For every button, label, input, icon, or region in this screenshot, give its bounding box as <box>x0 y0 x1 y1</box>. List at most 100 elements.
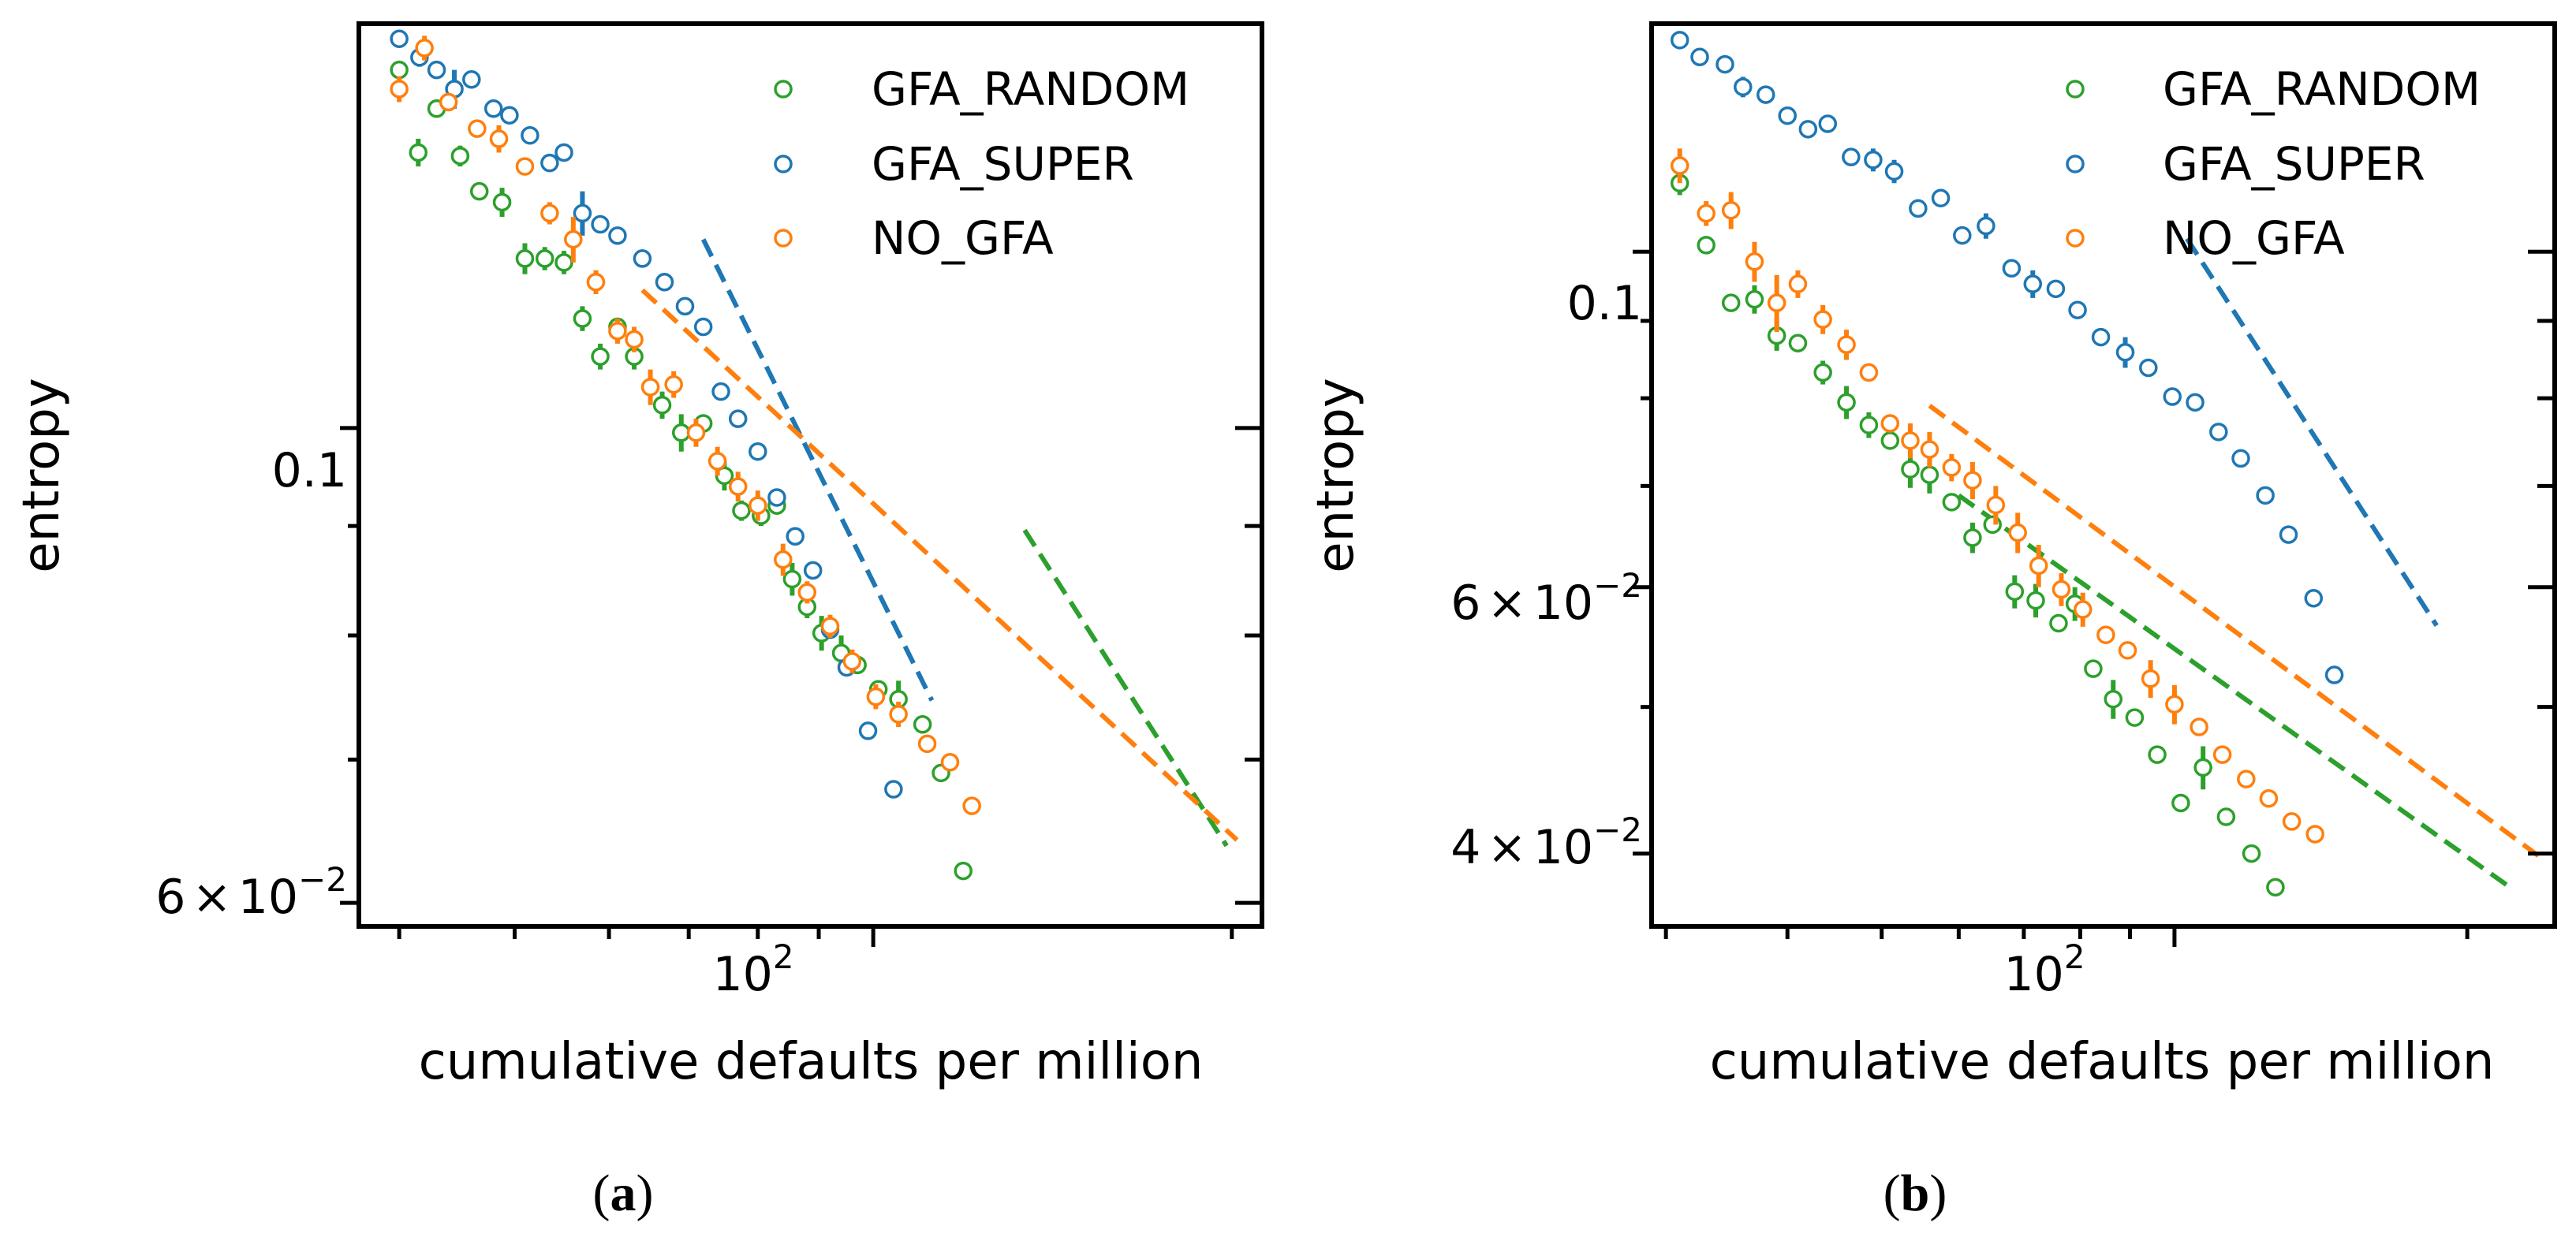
panel-a-point-gfa-super <box>786 527 805 546</box>
panel-a-point-no-gfa <box>586 273 606 292</box>
panel-a-point-gfa-random <box>732 501 751 520</box>
panel-b-point-gfa-super <box>1734 77 1753 97</box>
panel-b-point-gfa-random <box>2049 613 2068 633</box>
panel-a-point-no-gfa <box>515 157 535 176</box>
panel-a-point-no-gfa <box>797 583 817 602</box>
panel-a-point-gfa-super <box>728 409 748 428</box>
panel-b-point-gfa-random <box>2148 745 2167 764</box>
panel-b-point-no-gfa <box>1721 200 1741 220</box>
panel-b-legend-label-gfa-random: GFA_RANDOM <box>2163 62 2481 116</box>
panel-a-point-gfa-super <box>693 317 713 337</box>
panel-a-point-gfa-super <box>521 125 539 145</box>
panel-a-point-no-gfa <box>866 687 886 706</box>
panel-b-point-no-gfa <box>2141 669 2160 688</box>
panel-b-point-gfa-random <box>2266 878 2285 897</box>
panel-b-point-no-gfa <box>1745 252 1764 271</box>
panel-a-point-gfa-random <box>913 715 932 734</box>
panel-b-point-gfa-super <box>2256 486 2275 505</box>
panel-b-point-gfa-super <box>1953 225 1972 245</box>
panel-a-point-gfa-random <box>492 192 512 212</box>
panel-b-point-no-gfa <box>2165 695 2184 714</box>
panel-b-point-gfa-super <box>2304 589 2324 608</box>
panel-a-point-no-gfa <box>889 705 908 724</box>
panel-b-point-gfa-super <box>2279 525 2298 544</box>
panel-a-point-gfa-random <box>554 253 573 272</box>
panel-a-caption-letter: a <box>610 1165 637 1222</box>
panel-a-point-no-gfa <box>390 80 409 99</box>
panel-a-x-tick-label-100: 102 <box>712 937 793 1002</box>
panel-a-point-no-gfa <box>608 322 627 341</box>
panel-b-point-gfa-super <box>2139 358 2158 378</box>
panel-a-axes-frame <box>357 21 1264 929</box>
panel-a-point-gfa-random <box>652 396 672 415</box>
panel-a-point-gfa-super <box>608 226 627 245</box>
panel-a-point-no-gfa <box>707 452 727 471</box>
panel-a-point-no-gfa <box>540 203 559 223</box>
panel-a-point-no-gfa <box>728 477 748 496</box>
panel-a-point-no-gfa <box>625 330 644 349</box>
panel-a-point-gfa-super <box>803 561 823 580</box>
panel-a-point-gfa-random <box>469 181 489 201</box>
panel-a-point-no-gfa <box>820 617 840 635</box>
panel-a-point-gfa-super <box>427 60 446 80</box>
panel-b-point-no-gfa <box>1901 431 1920 450</box>
panel-b-caption-letter: b <box>1901 1165 1930 1222</box>
panel-b-fit-line-no-gfa <box>1928 404 2546 863</box>
panel-b-y-axis-label: entropy <box>1307 378 1365 573</box>
panel-a-point-gfa-random <box>390 60 409 80</box>
panel-a-y-tick-label-0-1: 0.1 <box>272 443 347 498</box>
panel-b-point-gfa-super <box>2186 393 2205 412</box>
panel-a-point-gfa-super <box>711 382 730 401</box>
panel-a-point-no-gfa <box>917 734 937 754</box>
panel-b-point-gfa-random <box>1859 416 1879 434</box>
panel-b-point-gfa-super <box>1842 147 1861 166</box>
panel-a-point-gfa-super <box>884 780 903 799</box>
panel-b-point-gfa-random <box>2104 689 2123 709</box>
panel-a-x-ticks <box>397 926 1234 947</box>
panel-b-legend-label-no-gfa: NO_GFA <box>2163 211 2345 265</box>
panel-a-legend-marker-gfa-random <box>774 80 793 99</box>
panel-b-point-gfa-random <box>2125 708 2145 727</box>
panel-b-x-ticks <box>1663 926 2470 947</box>
panel-a-point-gfa-super <box>749 442 767 461</box>
panel-b-point-no-gfa <box>1788 274 1808 293</box>
panel-a-point-gfa-random <box>450 147 470 166</box>
panel-b-point-no-gfa <box>2096 625 2115 644</box>
panel-b-point-gfa-super <box>2209 423 2228 442</box>
panel-b-legend-marker-gfa-random <box>2066 80 2085 99</box>
panel-b-point-gfa-super <box>1818 114 1838 133</box>
panel-b-point-gfa-super <box>1909 199 1928 218</box>
panel-b-point-no-gfa <box>2190 717 2208 736</box>
panel-b-axes-frame <box>1649 21 2557 929</box>
panel-b-point-no-gfa <box>1697 203 1715 223</box>
panel-b-fit-line-gfa-super <box>2185 237 2439 628</box>
panel-b-y-tick-label-0-1: 0.1 <box>1567 276 1642 331</box>
panel-a-point-no-gfa <box>468 119 487 138</box>
panel-a-y-ticks <box>340 426 1262 905</box>
panel-b-legend-marker-gfa-super <box>2066 155 2085 173</box>
panel-a-point-gfa-random <box>573 309 592 328</box>
panel-a: 0.1 6 × 10−2 102 entropy cumulative defaul… <box>13 21 1264 1222</box>
panel-a-point-gfa-super <box>554 143 573 162</box>
panel-b-caption: (b) <box>1883 1165 1947 1222</box>
panel-b-point-gfa-random <box>1963 528 1982 547</box>
panel-a-point-no-gfa <box>664 375 683 394</box>
panel-b-point-gfa-super <box>1864 151 1883 170</box>
panel-b-point-gfa-random <box>2193 758 2212 777</box>
panel-b-legend-marker-no-gfa <box>2066 229 2085 248</box>
panel-b-point-no-gfa <box>1837 335 1856 354</box>
panel-b-point-gfa-random <box>1788 334 1808 352</box>
panel-a-point-gfa-super <box>573 203 592 223</box>
panel-b-point-gfa-super <box>1798 120 1818 139</box>
panel-a-point-no-gfa <box>439 92 458 112</box>
panel-b-point-no-gfa <box>2282 812 2302 831</box>
panel-b-point-gfa-random <box>2171 793 2190 813</box>
panel-b-point-no-gfa <box>1670 156 1689 175</box>
panel-a-point-no-gfa <box>415 39 434 58</box>
panel-b-point-gfa-random <box>1721 293 1741 312</box>
panel-b-point-no-gfa <box>1963 471 1982 490</box>
panel-b-point-no-gfa <box>2237 770 2256 788</box>
panel-b-point-gfa-random <box>1880 431 1900 450</box>
panel-b-point-gfa-super <box>1670 31 1689 50</box>
panel-a-point-no-gfa <box>774 550 793 569</box>
